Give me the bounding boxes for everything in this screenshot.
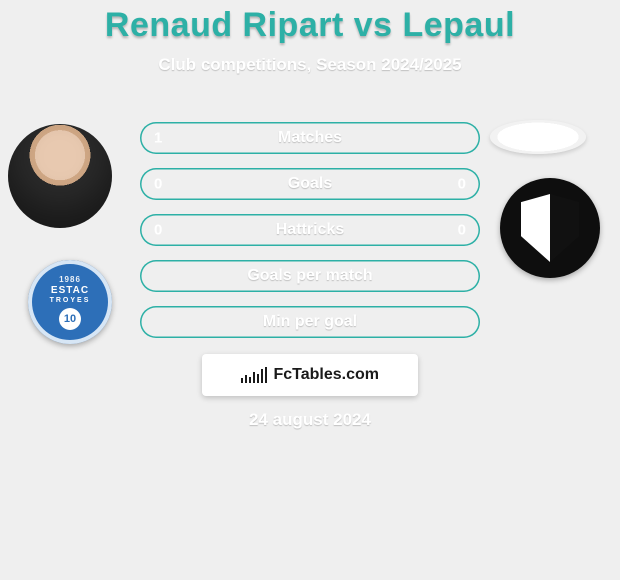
club-badge-right: ANGERS (500, 178, 600, 278)
stat-row: 1 Matches (140, 122, 480, 154)
stat-left-value: 0 (154, 222, 162, 239)
stat-label: Matches (278, 129, 342, 147)
stat-row: Min per goal (140, 306, 480, 338)
stat-row: 0 Goals 0 (140, 168, 480, 200)
stat-right-value: 0 (458, 222, 466, 239)
player-left-photo (8, 124, 112, 228)
stat-left-value: 1 (154, 130, 162, 147)
club-left-name: ESTAC (51, 285, 89, 296)
club-badge-left: 1986 ESTAC TROYES 10 (28, 260, 112, 344)
stat-label: Min per goal (263, 313, 357, 331)
stat-row: 0 Hattricks 0 (140, 214, 480, 246)
player-right-photo (490, 120, 586, 154)
club-right-name: ANGERS (530, 182, 570, 191)
comparison-card: Renaud Ripart vs Lepaul Club competition… (0, 0, 620, 450)
snapshot-date: 24 august 2024 (249, 410, 371, 430)
stats-table: 1 Matches 0 Goals 0 0 Hattricks 0 Goals … (140, 122, 480, 338)
stat-label: Hattricks (276, 221, 344, 239)
source-badge: FcTables.com (202, 354, 418, 396)
club-right-shield-icon: ANGERS (521, 194, 579, 262)
stat-right-value: 0 (458, 176, 466, 193)
stat-label: Goals (288, 175, 332, 193)
page-title: Renaud Ripart vs Lepaul (0, 0, 620, 45)
stat-label: Goals per match (247, 267, 372, 285)
club-left-number: 10 (59, 308, 81, 330)
subtitle: Club competitions, Season 2024/2025 (0, 55, 620, 75)
club-left-city: TROYES (50, 297, 91, 304)
bar-chart-icon (241, 367, 268, 383)
club-left-year: 1986 (59, 275, 81, 284)
stat-row: Goals per match (140, 260, 480, 292)
stat-left-value: 0 (154, 176, 162, 193)
source-site: FcTables.com (273, 366, 379, 384)
